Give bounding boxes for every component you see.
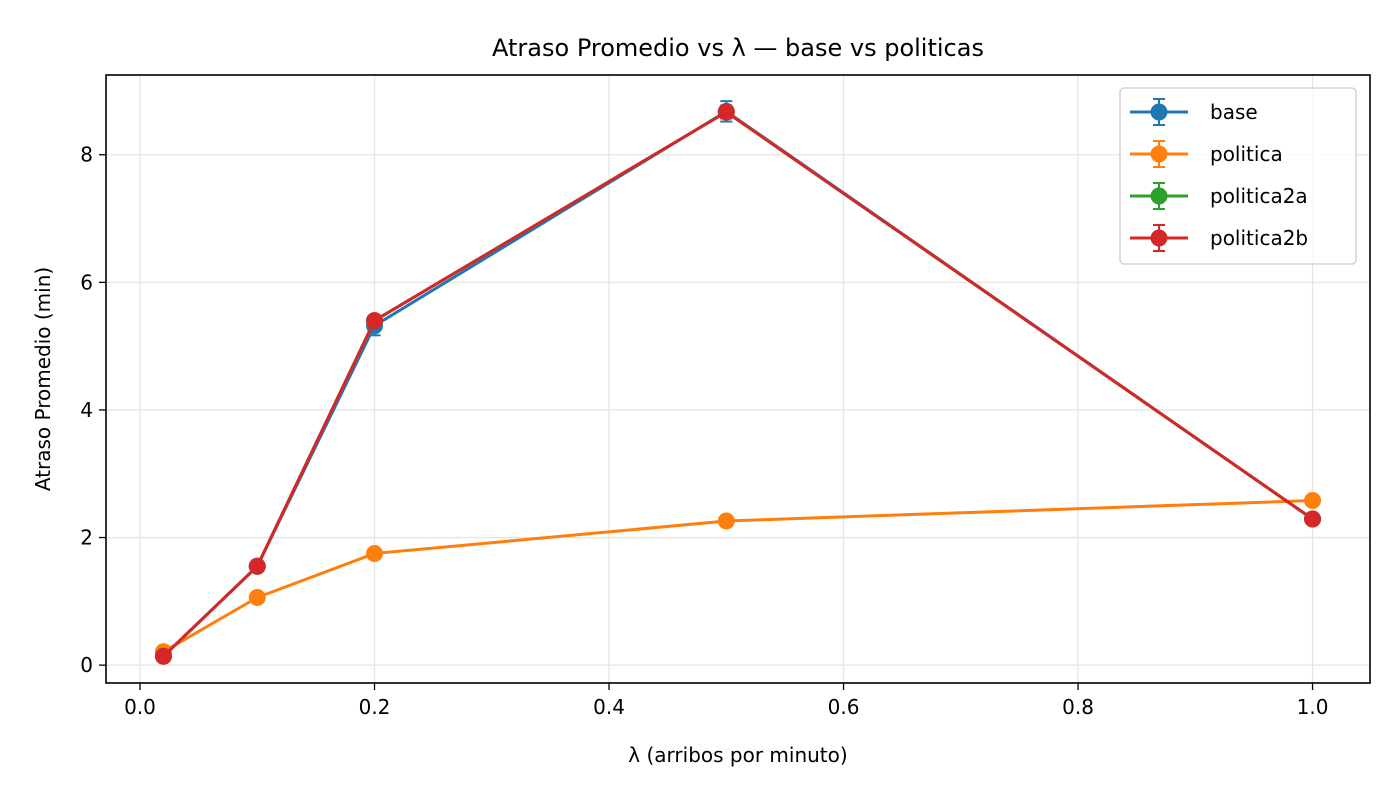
x-tick-label: 0.2 bbox=[359, 695, 391, 719]
data-point-politica bbox=[248, 589, 266, 607]
legend-item-politica2b: politica2b bbox=[1130, 224, 1308, 252]
y-tick-label: 8 bbox=[80, 143, 93, 167]
data-point-politica2b bbox=[1304, 510, 1322, 528]
y-tick-label: 0 bbox=[80, 653, 93, 677]
legend-item-base: base bbox=[1130, 98, 1258, 126]
x-tick-label: 0.0 bbox=[124, 695, 156, 719]
series-politica2b bbox=[154, 103, 1322, 665]
data-point-politica2b bbox=[154, 647, 172, 665]
legend-label: politica bbox=[1210, 142, 1283, 166]
y-tick-label: 4 bbox=[80, 398, 93, 422]
legend-marker bbox=[1150, 103, 1168, 121]
x-tick-label: 0.4 bbox=[593, 695, 625, 719]
legend-marker bbox=[1150, 187, 1168, 205]
plot-frame bbox=[105, 74, 1371, 684]
series-layer bbox=[154, 100, 1322, 665]
y-tick-label: 6 bbox=[80, 270, 93, 294]
x-tick-label: 0.6 bbox=[828, 695, 860, 719]
data-point-politica2b bbox=[248, 557, 266, 575]
y-axis-title: Atraso Promedio (min) bbox=[31, 267, 55, 491]
data-point-politica bbox=[1304, 492, 1322, 510]
legend: base politica politica2a politica2b bbox=[1119, 87, 1357, 265]
chart-title: Atraso Promedio vs λ — base vs politicas bbox=[492, 34, 984, 62]
legend-label: politica2b bbox=[1210, 226, 1308, 250]
x-axis: 0.0 0.2 0.4 0.6 0.8 1.0 bbox=[124, 683, 1328, 719]
data-point-politica bbox=[717, 512, 735, 530]
y-tick-label: 2 bbox=[80, 526, 93, 550]
x-axis-title: λ (arribos por minuto) bbox=[628, 743, 847, 767]
y-axis: 0 2 4 6 8 bbox=[80, 143, 106, 677]
legend-marker bbox=[1150, 229, 1168, 247]
x-tick-label: 1.0 bbox=[1297, 695, 1329, 719]
legend-label: base bbox=[1210, 100, 1258, 124]
legend-label: politica2a bbox=[1210, 184, 1308, 208]
data-point-politica bbox=[366, 544, 384, 562]
data-point-politica2b bbox=[717, 103, 735, 121]
legend-marker bbox=[1150, 145, 1168, 163]
legend-box bbox=[1119, 87, 1357, 265]
legend-item-politica: politica bbox=[1130, 140, 1283, 168]
x-tick-label: 0.8 bbox=[1062, 695, 1094, 719]
series-politica bbox=[154, 492, 1322, 661]
data-point-politica2b bbox=[366, 312, 384, 330]
legend-item-politica2a: politica2a bbox=[1130, 182, 1308, 210]
